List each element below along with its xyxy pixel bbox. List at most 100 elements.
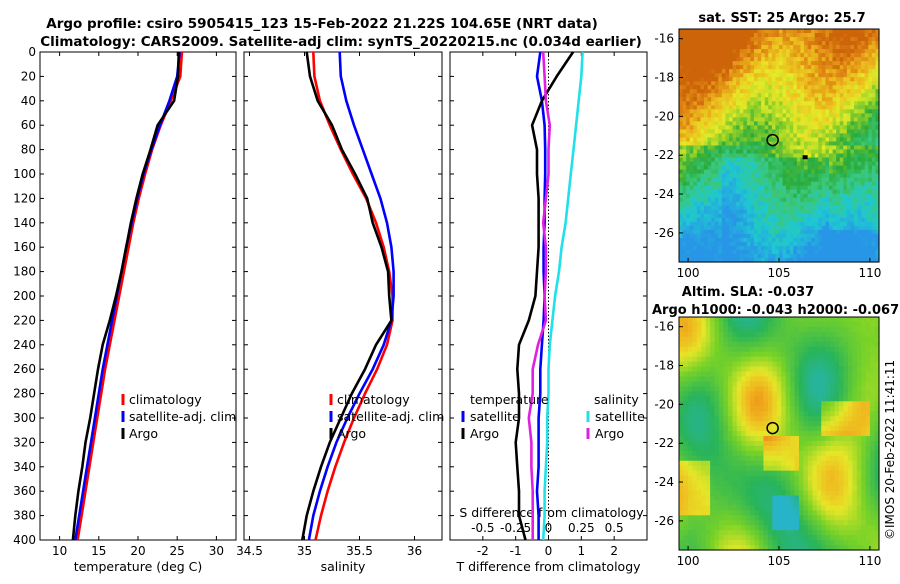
map-cell (775, 29, 779, 34)
map-cell (750, 117, 754, 122)
map-cell (768, 386, 773, 392)
map-cell (850, 109, 854, 114)
map-cell (683, 471, 688, 477)
map-cell (693, 210, 697, 215)
map-cell (758, 214, 762, 219)
map-cell (872, 178, 876, 183)
map-cell (840, 162, 844, 167)
map-cell (822, 210, 826, 215)
map-cell (858, 234, 862, 239)
map-cell (866, 376, 871, 382)
map-cell (750, 150, 754, 155)
map-cell (768, 202, 772, 207)
map-cell (736, 190, 740, 195)
map-cell (797, 222, 801, 227)
map-cell (722, 89, 726, 94)
map-cell (736, 29, 740, 34)
map-cell (793, 117, 797, 122)
map-cell (741, 372, 746, 378)
map-cell (750, 421, 755, 427)
map-cell (866, 317, 871, 323)
map-cell (790, 53, 794, 58)
map-cell (825, 61, 829, 66)
map-cell (711, 129, 715, 134)
map-cell (747, 250, 751, 255)
map-cell (683, 406, 688, 412)
map-cell (836, 65, 840, 70)
map-cell (758, 113, 762, 118)
map-cell (854, 93, 858, 98)
map-cell (688, 456, 693, 462)
map-cell (728, 406, 733, 412)
map-cell (710, 347, 715, 353)
map-cell (768, 150, 772, 155)
map-cell (850, 89, 854, 94)
map-cell (733, 89, 737, 94)
map-cell (729, 226, 733, 231)
map-cell (865, 93, 869, 98)
map-cell (852, 421, 857, 427)
map-cell (865, 178, 869, 183)
map-cell (783, 158, 787, 163)
map-cell (861, 391, 866, 397)
map-cell (754, 254, 758, 259)
map-cell (775, 246, 779, 251)
map-cell (711, 242, 715, 247)
map-cell (683, 337, 688, 343)
map-cell (786, 441, 791, 447)
map-cell (850, 85, 854, 90)
map-cell (804, 150, 808, 155)
map-cell (772, 154, 776, 159)
map-cell (708, 29, 712, 34)
map-cell (865, 218, 869, 223)
map-cell (754, 45, 758, 50)
map-cell (852, 332, 857, 338)
map-cell (850, 226, 854, 231)
map-cell (686, 150, 690, 155)
map-cell (711, 93, 715, 98)
map-cell (725, 37, 729, 42)
x-tick-label: 30 (209, 544, 224, 558)
map-cell (740, 182, 744, 187)
map-cell (795, 411, 800, 417)
map-cell (852, 471, 857, 477)
map-cell (710, 446, 715, 452)
map-cell (772, 347, 777, 353)
map-cell (835, 391, 840, 397)
map-cell (825, 178, 829, 183)
map-cell (804, 198, 808, 203)
map-cell (693, 69, 697, 74)
map-cell (733, 85, 737, 90)
map-cell (715, 29, 719, 34)
map-cell (722, 206, 726, 211)
map-cell (808, 65, 812, 70)
map-cell (815, 49, 819, 54)
map-cell (804, 174, 808, 179)
map-cell (746, 367, 751, 373)
map-cell (750, 133, 754, 138)
map-cell (732, 376, 737, 382)
map-cell (715, 406, 720, 412)
map-cell (761, 93, 765, 98)
x-tick-label: 36 (407, 544, 422, 558)
map-cell (786, 158, 790, 163)
map-cell (833, 166, 837, 171)
map-cell (733, 206, 737, 211)
map-cell (758, 89, 762, 94)
map-cell (777, 327, 782, 333)
map-cell (701, 451, 706, 457)
map-cell (790, 37, 794, 42)
map-cell (718, 81, 722, 86)
map-cell (872, 174, 876, 179)
map-cell (793, 33, 797, 38)
map-cell (765, 45, 769, 50)
map-cell (848, 461, 853, 467)
map-cell (686, 133, 690, 138)
map-cell (830, 396, 835, 402)
map-cell (793, 105, 797, 110)
map-cell (719, 396, 724, 402)
map-cell (795, 456, 800, 462)
map-cell (683, 141, 687, 146)
map-cell (741, 476, 746, 482)
map-cell (781, 322, 786, 328)
